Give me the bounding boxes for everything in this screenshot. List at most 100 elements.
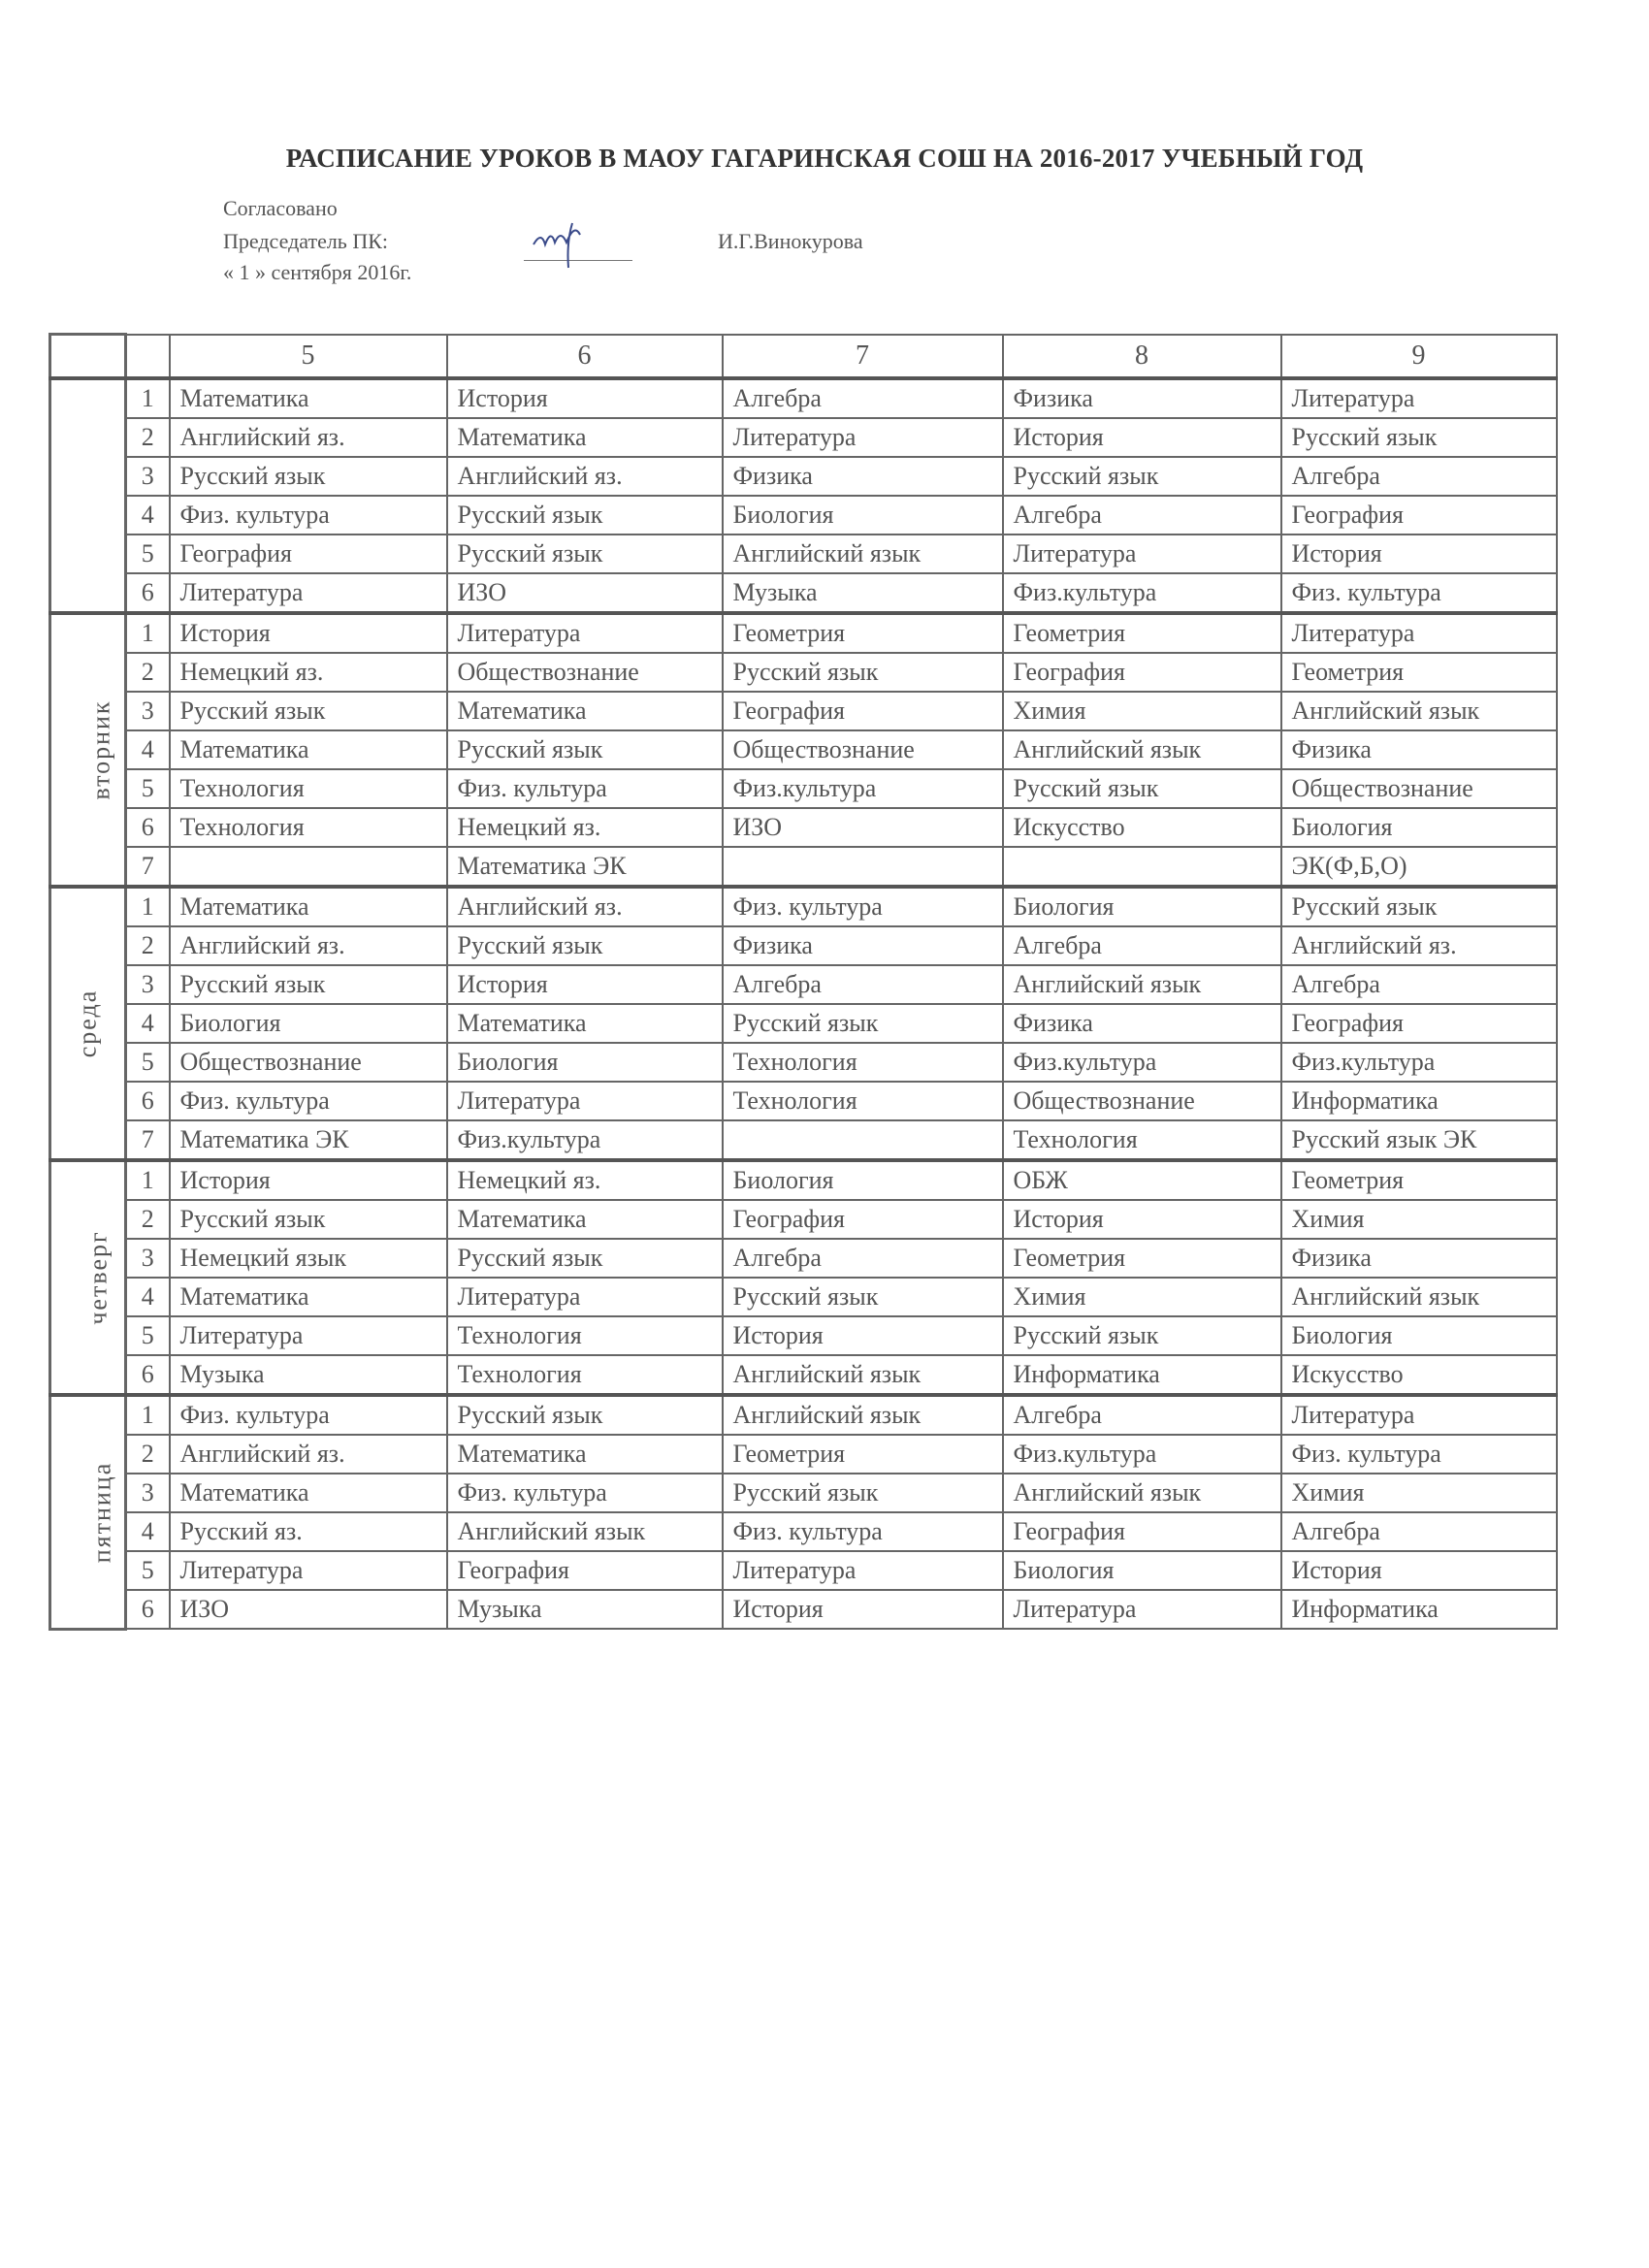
lesson-cell: Русский язык <box>1001 768 1282 809</box>
lesson-cell: Английский яз. <box>445 456 724 497</box>
lesson-cell: Русский язык <box>445 1393 724 1436</box>
lesson-number: 4 <box>124 1277 171 1317</box>
day-name: среда <box>73 988 102 1058</box>
lesson-cell: Английский язык <box>721 1354 1004 1396</box>
lesson-cell: Русский язык <box>445 1238 724 1279</box>
table-row: 7 Математика ЭК ЭК(Ф,Б,О) <box>50 846 1558 888</box>
lesson-number: 6 <box>124 1354 171 1396</box>
lesson-number: 7 <box>124 846 171 888</box>
lesson-cell: Литература <box>168 1315 448 1356</box>
lesson-number: 1 <box>124 376 171 419</box>
lesson-number: 5 <box>124 1315 171 1356</box>
lesson-cell: Русский язык <box>168 964 448 1005</box>
lesson-cell: Литература <box>721 1550 1004 1591</box>
lesson-number: 3 <box>124 1238 171 1279</box>
lesson-cell: Биология <box>1279 807 1558 848</box>
lesson-cell: Математика <box>168 1473 448 1513</box>
day-cell: четверг <box>48 1158 127 1397</box>
lesson-cell <box>168 846 448 888</box>
lesson-cell: История <box>168 1158 448 1201</box>
lesson-cell: Русский язык <box>445 495 724 535</box>
lesson-cell: Физика <box>721 456 1004 497</box>
lesson-cell: Литература <box>721 417 1004 458</box>
lesson-cell: История <box>445 376 724 419</box>
table-row: 4 Математика Литература Русский язык Химия Ан… <box>50 1277 1558 1317</box>
lesson-cell: История <box>168 611 448 654</box>
table-row: 2 Немецкий яз. Обществознание Русский язык Г… <box>50 652 1558 693</box>
lesson-cell: Английский яз. <box>168 925 448 966</box>
lesson-cell: Искусство <box>1279 1354 1558 1396</box>
table-row: 5 География Русский язык Английский язык Лит… <box>50 534 1558 574</box>
lesson-number: 4 <box>124 495 171 535</box>
day-name: пятница <box>87 1461 116 1564</box>
lesson-cell: Геометрия <box>721 611 1004 654</box>
lesson-cell: Русский язык <box>721 652 1004 693</box>
class-header: 7 <box>721 333 1004 379</box>
lesson-number: 6 <box>124 1589 171 1630</box>
lesson-number: 4 <box>124 1003 171 1044</box>
class-header: 6 <box>445 333 724 379</box>
lesson-cell: История <box>445 964 724 1005</box>
lesson-cell: Русский язык <box>168 1199 448 1240</box>
lesson-number: 6 <box>124 1081 171 1121</box>
lesson-cell: Математика <box>168 1277 448 1317</box>
lesson-cell: Английский язык <box>1001 729 1282 770</box>
lesson-cell: Английский язык <box>1279 1277 1558 1317</box>
lesson-number: 3 <box>124 691 171 731</box>
lesson-cell: Алгебра <box>1001 495 1282 535</box>
day-name: вторник <box>86 699 115 800</box>
day-name: понедельник <box>116 415 126 576</box>
lesson-cell: Физ. культура <box>168 495 448 535</box>
lesson-number: 1 <box>124 885 171 927</box>
lesson-cell: Музыка <box>168 1354 448 1396</box>
lesson-number: 6 <box>124 572 171 614</box>
lesson-cell: Алгебра <box>721 1238 1004 1279</box>
lesson-cell: ОБЖ <box>1001 1158 1282 1201</box>
lesson-cell: Обществознание <box>721 729 1004 770</box>
lesson-cell: ИЗО <box>168 1589 448 1630</box>
table-row: 5 Обществознание Биология Технология Физ.кул… <box>50 1042 1558 1083</box>
class-header: 8 <box>1001 333 1282 379</box>
lesson-cell: Физика <box>1279 729 1558 770</box>
lesson-cell: Математика <box>445 1199 724 1240</box>
lesson-cell: Русский язык <box>1001 456 1282 497</box>
table-row: 4 Биология Математика Русский язык Физика Гео… <box>50 1003 1558 1044</box>
lesson-number: 3 <box>124 964 171 1005</box>
lesson-number: 1 <box>124 611 171 654</box>
lesson-cell: Физ. культура <box>1279 1434 1558 1474</box>
lesson-cell: История <box>1279 1550 1558 1591</box>
table-row: вторник 1 История Литература Геометрия Геомет… <box>48 611 1558 889</box>
lesson-cell: Английский язык <box>721 534 1004 574</box>
lesson-cell: Английский язык <box>1279 691 1558 731</box>
lesson-cell: Русский язык <box>721 1277 1004 1317</box>
lesson-cell: Физ. культура <box>721 1511 1004 1552</box>
lesson-cell: Биология <box>721 495 1004 535</box>
lesson-cell: ИЗО <box>721 807 1004 848</box>
lesson-cell: Технология <box>168 807 448 848</box>
table-row: 4 Русский яз. Английский язык Физ. культура… <box>50 1511 1558 1552</box>
lesson-cell: Русский язык ЭК <box>1279 1119 1558 1161</box>
lesson-cell: Обществознание <box>1279 768 1558 809</box>
lesson-number: 3 <box>124 1473 171 1513</box>
lesson-cell: Математика <box>445 691 724 731</box>
approval-date: « 1 » сентября 2016г. <box>223 260 412 284</box>
lesson-cell: Физ.культура <box>445 1119 724 1161</box>
lesson-cell: Химия <box>1279 1199 1558 1240</box>
lesson-number: 1 <box>124 1393 171 1436</box>
lesson-cell: Геометрия <box>1001 611 1282 654</box>
lesson-cell: Технология <box>1001 1119 1282 1161</box>
lesson-cell: Английский яз. <box>1279 925 1558 966</box>
day-cell: понедельник <box>48 376 127 615</box>
lesson-cell: Русский язык <box>721 1003 1004 1044</box>
lesson-cell: Литература <box>445 1277 724 1317</box>
lesson-cell: Английский яз. <box>168 417 448 458</box>
lesson-cell: Биология <box>1001 1550 1282 1591</box>
lesson-number: 4 <box>124 729 171 770</box>
table-row: пятница 1 Физ. культура Русский язык Английс… <box>48 1393 1558 1631</box>
table-row: 4 Физ. культура Русский язык Биология Алгебр… <box>50 495 1558 535</box>
table-row: 6 Литература ИЗО Музыка Физ.культура Физ. кул… <box>50 572 1558 614</box>
table-row: четверг 1 История Немецкий яз. Биология ОБЖ Ге… <box>48 1158 1558 1397</box>
day-cell: пятница <box>48 1393 127 1631</box>
lesson-cell: Химия <box>1001 1277 1282 1317</box>
lesson-cell: Геометрия <box>1001 1238 1282 1279</box>
